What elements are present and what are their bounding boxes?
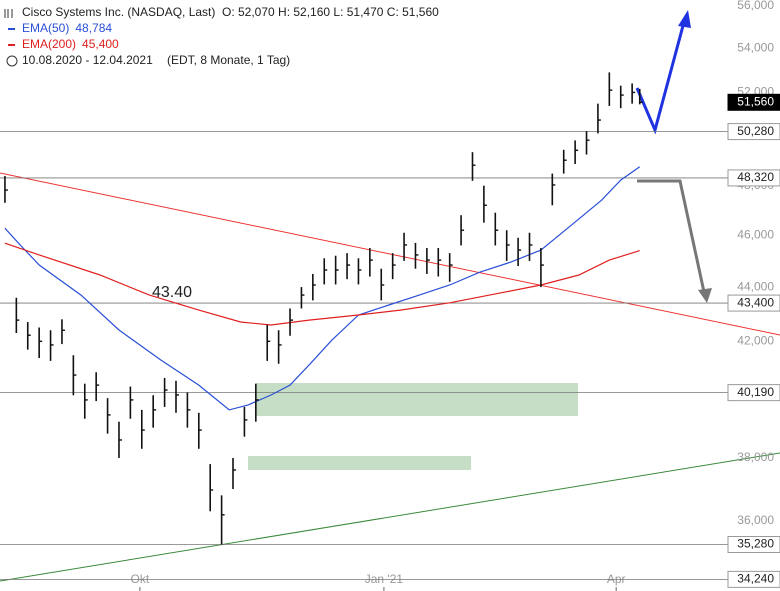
level-box [727,93,780,111]
quote: O: 52,070 H: 52,160 L: 51,470 C: 51,560 [222,5,439,19]
period: 10.08.2020 - 12.04.2021 [22,53,153,67]
level-box [727,169,780,187]
title: Cisco Systems Inc. (NASDAQ, Last) [22,5,215,19]
level-box [727,294,780,312]
level-label: 34,240 [737,572,774,586]
y-tick-label: 46,000 [737,227,774,241]
level-label: 51,560 [737,94,774,108]
support-zone [248,456,471,470]
legend-label: EMA(50) [22,21,69,35]
legend-value: 48,784 [75,21,112,35]
arrow-head [678,10,691,28]
level-label: 40,190 [737,385,774,399]
ema-line [4,166,641,411]
level-label: 48,320 [737,170,774,184]
trend-line [0,452,780,582]
arrow-head [698,288,712,303]
y-tick-label: 36,000 [737,513,774,527]
arrow [635,21,686,135]
y-tick-label: 42,000 [737,333,774,347]
y-tick-label: 56,000 [737,0,774,12]
legend-value: 45,400 [82,37,119,51]
legend-label: EMA(200) [22,37,76,51]
level-box [727,384,780,402]
header: Cisco Systems Inc. (NASDAQ, Last) O: 52,… [4,5,439,67]
period-note: (EDT, 8 Monate, 1 Tag) [167,53,290,67]
y-tick-label: 54,000 [737,41,774,55]
annotations [0,10,780,582]
level-label: 50,280 [737,124,774,138]
arrow [637,179,706,293]
y-tick-label: 38,000 [737,450,774,464]
support-zone [256,383,578,416]
level-label: 43,400 [737,295,774,309]
level-label: 35,280 [737,537,774,551]
level-box [727,570,780,588]
trend-line [0,172,780,336]
annotation: 43.40 [152,284,192,301]
y-tick-label: 44,000 [737,279,774,293]
ema-line [4,242,640,326]
level-box [727,535,780,553]
chart-icon [4,9,13,18]
level-box [727,123,780,141]
clock-icon [6,55,18,67]
